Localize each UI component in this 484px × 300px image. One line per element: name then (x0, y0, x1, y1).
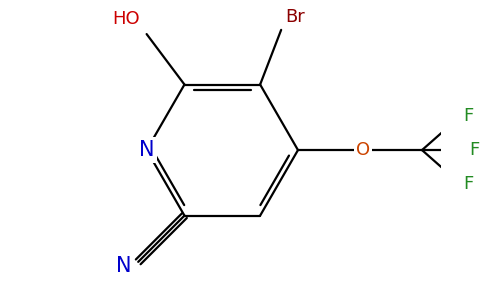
Text: F: F (469, 141, 479, 159)
Text: HO: HO (113, 10, 140, 28)
Text: O: O (356, 141, 370, 159)
Text: N: N (139, 140, 154, 160)
Text: Br: Br (286, 8, 305, 26)
Text: F: F (463, 175, 473, 193)
Text: N: N (117, 256, 132, 276)
Text: F: F (463, 107, 473, 125)
